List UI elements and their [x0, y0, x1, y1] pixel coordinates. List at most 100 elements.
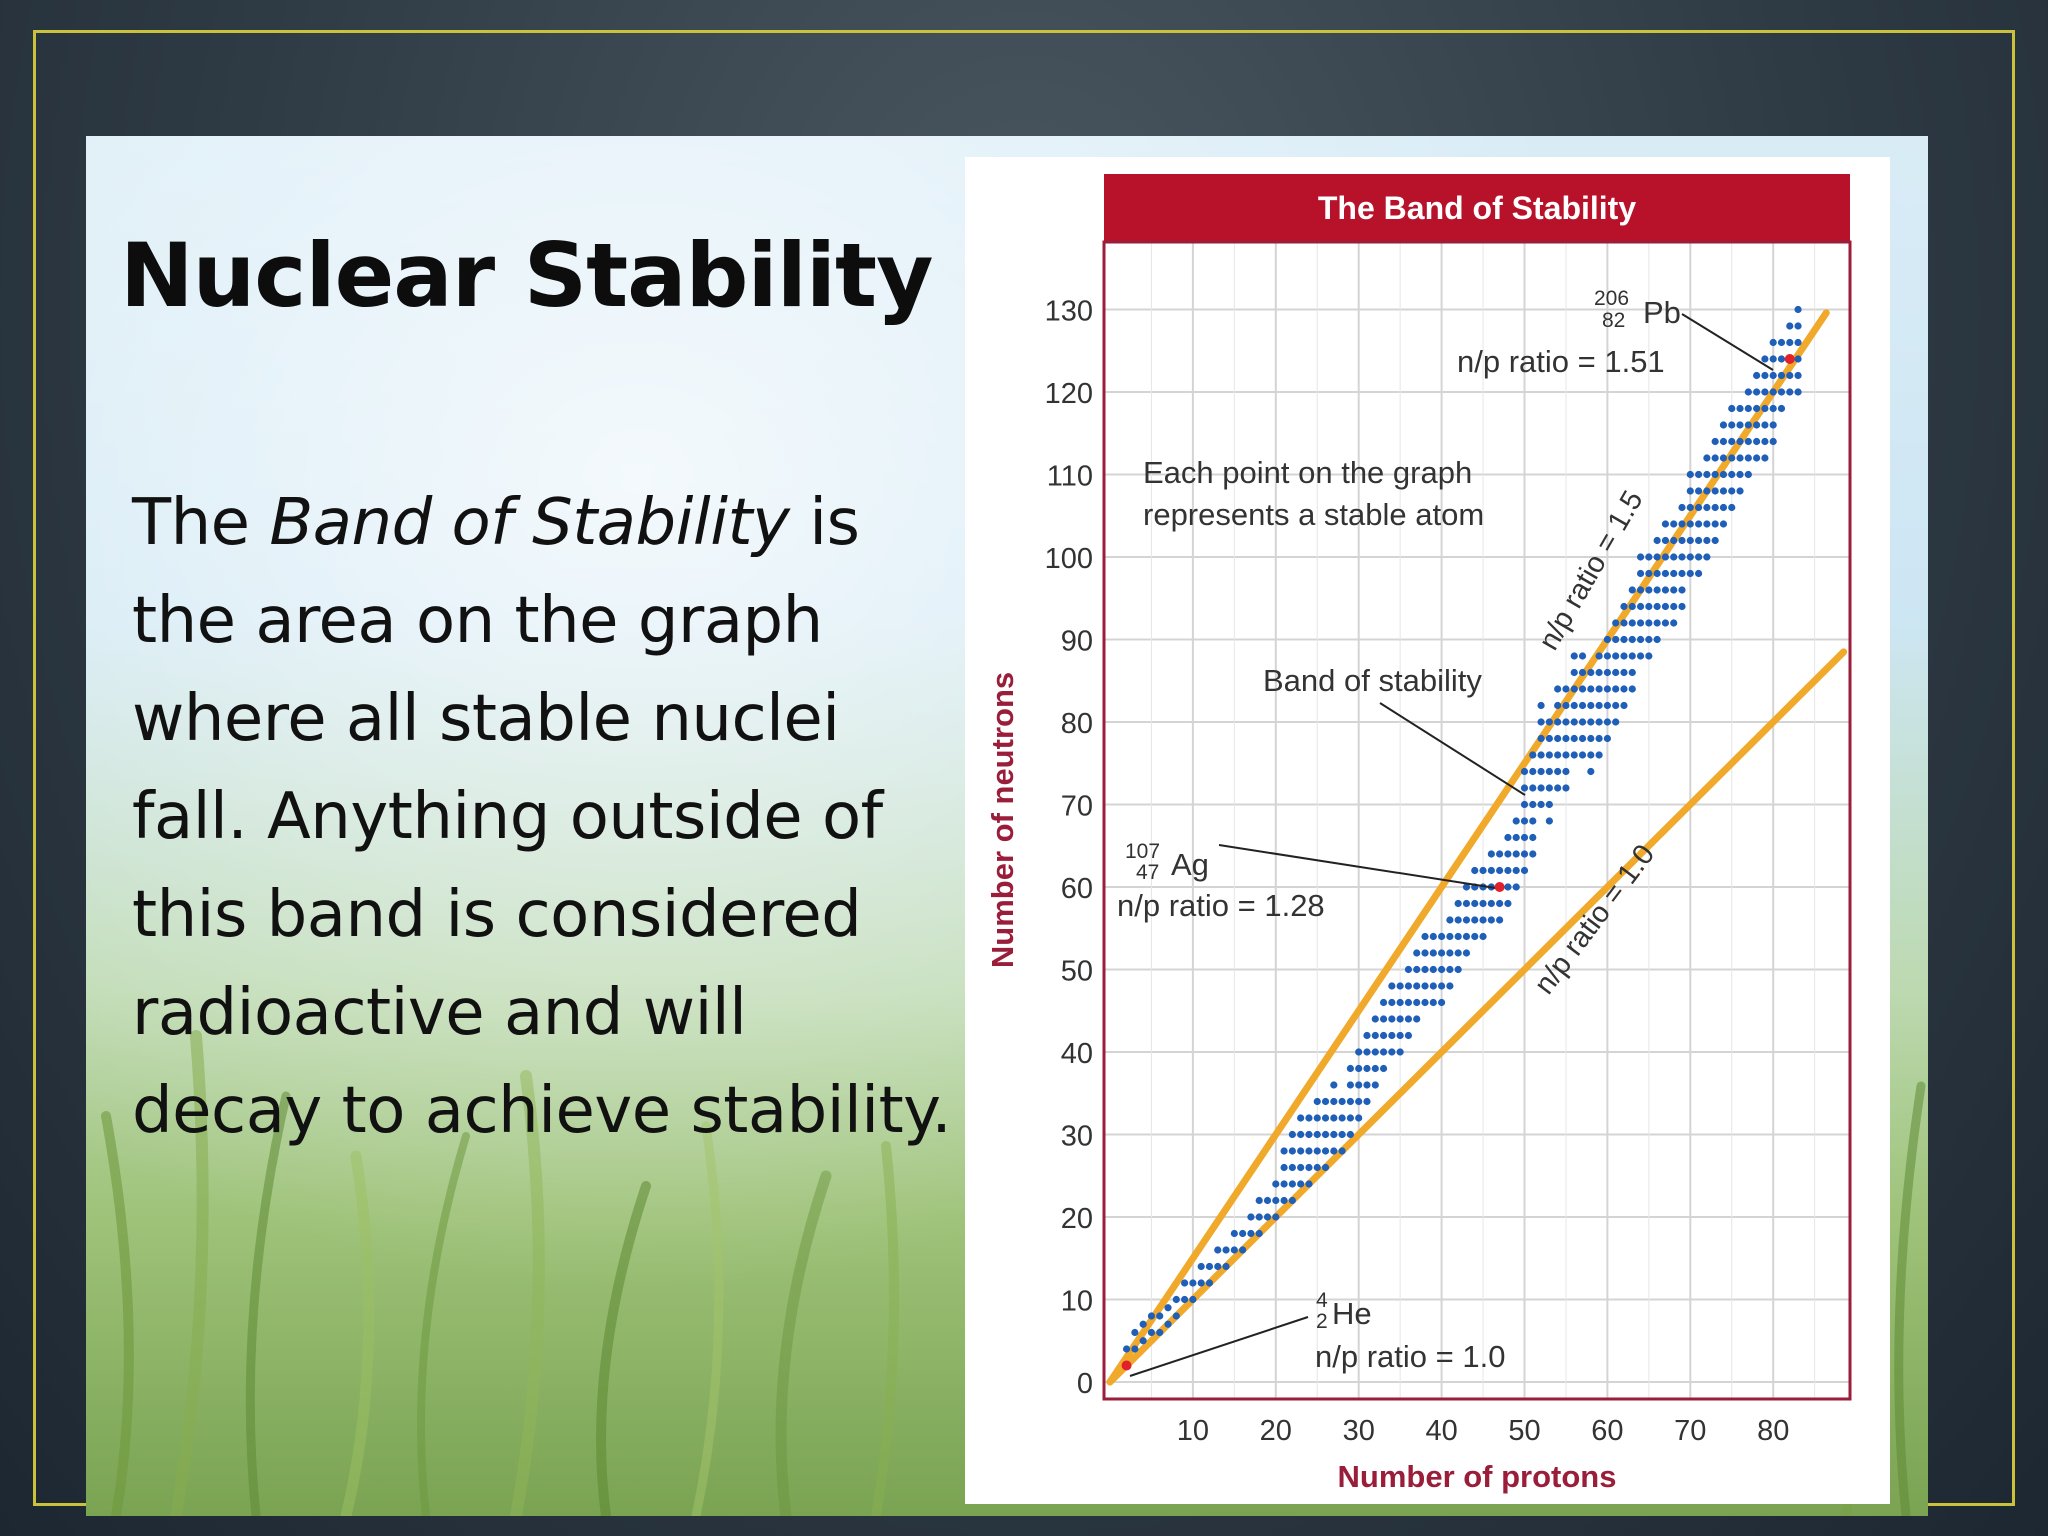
- stable-nucleus-point: [1570, 685, 1578, 693]
- stable-nucleus-point: [1578, 668, 1587, 677]
- stable-nucleus-point: [1603, 701, 1611, 710]
- stable-nucleus-point: [1711, 503, 1719, 512]
- stable-nucleus-point: [1355, 1064, 1363, 1073]
- stable-nucleus-point: [1122, 1345, 1131, 1353]
- stable-nucleus-point: [1628, 685, 1636, 693]
- stable-nucleus-point: [1438, 982, 1446, 990]
- stable-nucleus-point: [1603, 685, 1611, 693]
- stable-nucleus-point: [1603, 718, 1611, 726]
- stable-nucleus-point: [1512, 817, 1520, 825]
- stable-nucleus-point: [1404, 965, 1413, 974]
- stable-nucleus-point: [1595, 751, 1603, 759]
- stable-nucleus-point: [1628, 619, 1636, 627]
- stable-nucleus-point: [1164, 1320, 1172, 1328]
- stable-nucleus-point: [1438, 998, 1446, 1007]
- stable-nucleus-point: [1371, 1031, 1379, 1040]
- ag-symbol: Ag: [1171, 847, 1209, 882]
- stable-nucleus-point: [1761, 421, 1769, 429]
- stable-nucleus-point: [1537, 701, 1545, 710]
- stable-nucleus-point: [1413, 1015, 1421, 1023]
- stable-nucleus-point: [1794, 355, 1802, 363]
- stable-nucleus-point: [1529, 817, 1537, 825]
- stable-nucleus-point: [1487, 899, 1495, 908]
- stable-nucleus-point: [1164, 1304, 1172, 1312]
- pb-ratio: n/p ratio = 1.51: [1457, 344, 1665, 379]
- stable-nucleus-point: [1205, 1279, 1214, 1287]
- stable-nucleus-point: [1255, 1213, 1263, 1221]
- stable-nucleus-point: [1272, 1213, 1280, 1221]
- stable-nucleus-point: [1694, 536, 1703, 545]
- stable-nucleus-point: [1355, 1081, 1363, 1089]
- stable-nucleus-point: [1777, 404, 1786, 413]
- stable-nucleus-point: [1388, 1031, 1396, 1040]
- stable-nucleus-point: [1197, 1262, 1205, 1271]
- stable-nucleus-point: [1620, 668, 1628, 677]
- stable-nucleus-point: [1554, 685, 1562, 693]
- stable-nucleus-point: [1379, 1064, 1388, 1073]
- stable-nucleus-point: [1272, 1180, 1280, 1188]
- stable-nucleus-point: [1562, 718, 1570, 726]
- y-tick-labels: 0 10 20 30 40 50 60 70 80 90 100 110 120 130: [1045, 296, 1093, 1401]
- pb-mass-number: 206: [1594, 287, 1629, 310]
- stable-nucleus-point: [1404, 998, 1413, 1007]
- stable-nucleus-point: [1396, 998, 1404, 1007]
- y-tick-label: 60: [1061, 873, 1093, 905]
- stable-nucleus-point: [1214, 1246, 1222, 1254]
- stable-nucleus-point: [1355, 1097, 1363, 1106]
- stable-nucleus-point: [1388, 998, 1396, 1007]
- stable-nucleus-point: [1512, 866, 1520, 875]
- stable-nucleus-point: [1545, 767, 1553, 776]
- stable-nucleus-point: [1595, 701, 1603, 710]
- stable-nucleus-point: [1139, 1337, 1147, 1345]
- stable-nucleus-point: [1421, 949, 1429, 957]
- stable-nucleus-point: [1711, 536, 1719, 545]
- stable-nucleus-point: [1728, 470, 1736, 479]
- stable-nucleus-point: [1694, 569, 1703, 578]
- stable-nucleus-point: [1653, 536, 1661, 545]
- stable-nucleus-point: [1612, 635, 1620, 644]
- y-tick-label: 20: [1061, 1203, 1093, 1235]
- stable-nucleus-point: [1645, 553, 1653, 561]
- stable-nucleus-point: [1330, 1081, 1338, 1089]
- stable-nucleus-point: [1504, 850, 1512, 858]
- stable-nucleus-point: [1462, 949, 1471, 957]
- stable-nucleus-point: [1338, 1147, 1346, 1155]
- stable-nucleus-point: [1181, 1295, 1189, 1304]
- stable-nucleus-point: [1454, 965, 1462, 974]
- stable-nucleus-point: [1711, 437, 1719, 446]
- stable-nucleus-point: [1338, 1114, 1346, 1122]
- y-tick-label: 30: [1061, 1121, 1093, 1153]
- stable-nucleus-point: [1222, 1246, 1230, 1254]
- highlight-points: [1121, 354, 1795, 1371]
- stable-nucleus-point: [1297, 1180, 1305, 1188]
- stable-nucleus-point: [1719, 503, 1728, 512]
- stable-nucleus-point: [1719, 421, 1728, 429]
- plot-frame: [1102, 240, 1852, 1401]
- stable-nucleus-point: [1504, 833, 1512, 842]
- ag-mass-number: 107: [1125, 840, 1160, 863]
- stable-nucleus-point: [1761, 437, 1769, 446]
- stable-nucleus-point: [1429, 965, 1437, 974]
- stable-nucleus-point: [1545, 718, 1553, 726]
- stable-nucleus-point: [1761, 355, 1769, 363]
- stable-nucleus-point: [1653, 619, 1661, 627]
- band-of-stability-chart: The Band of Stability 0 10 20 30 40 50 60 70 80 9…: [985, 174, 1852, 1494]
- stable-nucleus-point: [1297, 1130, 1305, 1139]
- stable-nucleus-point: [1595, 718, 1603, 726]
- stable-nucleus-point: [1239, 1246, 1247, 1254]
- stable-nucleus-point: [1421, 932, 1429, 941]
- body-text-part2: is the area on the graph where all stabl…: [132, 486, 952, 1148]
- stable-nucleus-point: [1263, 1196, 1272, 1205]
- stable-nucleus-point: [1388, 1015, 1396, 1023]
- stable-nucleus-point: [1769, 404, 1777, 413]
- y-tick-label: 0: [1077, 1368, 1093, 1400]
- y-tick-label: 70: [1061, 791, 1093, 823]
- stable-nucleus-point: [1462, 899, 1471, 908]
- highlight-pb-point: [1784, 354, 1795, 364]
- stable-nucleus-point: [1786, 371, 1794, 380]
- stable-nucleus-point: [1537, 718, 1545, 726]
- stable-nucleus-point: [1346, 1064, 1355, 1073]
- stable-nucleus-point: [1396, 982, 1404, 990]
- stable-nucleus-point: [1471, 866, 1479, 875]
- stable-nucleus-point: [1645, 586, 1653, 594]
